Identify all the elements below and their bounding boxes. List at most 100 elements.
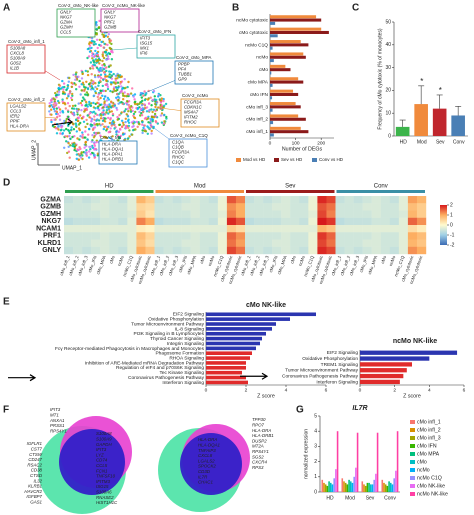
umap-point bbox=[52, 97, 55, 100]
heat-cell bbox=[245, 217, 255, 226]
umap-point bbox=[140, 112, 143, 115]
bar bbox=[328, 481, 330, 492]
umap-point bbox=[90, 37, 94, 40]
colorbar bbox=[440, 205, 447, 245]
heat-cell bbox=[91, 232, 101, 240]
heat-cell bbox=[145, 246, 155, 255]
umap-point bbox=[50, 118, 53, 122]
umap-point bbox=[90, 140, 94, 143]
panel-label: C bbox=[352, 3, 359, 14]
x-tick-label: 0 bbox=[359, 387, 362, 393]
cluster-gene: FCGR3A bbox=[184, 100, 202, 105]
umap-point bbox=[65, 140, 68, 143]
heat-cell bbox=[154, 225, 164, 233]
umap-point bbox=[93, 126, 97, 129]
heat-cell bbox=[145, 196, 155, 204]
heat-cell bbox=[371, 196, 381, 204]
heat-cell bbox=[64, 217, 74, 226]
umap-point bbox=[110, 121, 114, 125]
umap-point bbox=[97, 81, 101, 85]
cluster-box bbox=[180, 98, 220, 128]
umap-point bbox=[74, 73, 78, 76]
x-tick-label: HD bbox=[400, 139, 408, 145]
heat-cell bbox=[362, 246, 372, 255]
venn-circle bbox=[59, 429, 125, 495]
heat-cell bbox=[118, 210, 128, 218]
cluster-gene: C1QB bbox=[172, 145, 184, 150]
heat-cell bbox=[380, 239, 390, 247]
umap-point bbox=[70, 126, 73, 129]
umap-point bbox=[93, 142, 96, 146]
umap-ylabel: UMAP_2 bbox=[31, 140, 37, 160]
bar bbox=[270, 121, 274, 125]
umap-point bbox=[78, 138, 81, 141]
y-tick-label: 0 bbox=[388, 133, 391, 139]
umap-point bbox=[98, 38, 102, 42]
umap-point bbox=[86, 105, 89, 108]
gene-label: RNASE2 bbox=[96, 495, 114, 500]
y-tick-label: cMo infl_3 bbox=[246, 104, 268, 110]
gene-label: ANXA1 bbox=[49, 418, 65, 423]
heat-cell bbox=[281, 225, 291, 233]
umap-point bbox=[65, 97, 69, 100]
umap-point bbox=[108, 110, 112, 114]
umap-point bbox=[74, 78, 77, 82]
y-tick-label: Inhibition of ARE-Mediated mRNA Degradat… bbox=[85, 360, 205, 366]
gene-label: CTSW bbox=[29, 452, 43, 457]
umap-point bbox=[84, 104, 88, 107]
heat-cell bbox=[299, 246, 309, 255]
highlight-arrow bbox=[8, 374, 37, 382]
gene-label: RPS4Y1 bbox=[50, 428, 67, 433]
heat-cell bbox=[245, 232, 255, 240]
umap-point bbox=[90, 73, 93, 76]
heat-cell bbox=[145, 232, 155, 240]
umap-point bbox=[121, 87, 124, 91]
heat-cell bbox=[389, 225, 400, 233]
heat-cell bbox=[64, 203, 74, 211]
umap-point bbox=[101, 63, 104, 67]
group-bar bbox=[336, 190, 425, 193]
umap-point bbox=[102, 35, 105, 38]
heat-cell bbox=[299, 217, 309, 226]
umap-point bbox=[123, 91, 126, 94]
bar bbox=[270, 117, 306, 121]
legend-swatch bbox=[274, 158, 279, 162]
heat-cell bbox=[263, 203, 273, 211]
umap-point bbox=[113, 86, 116, 89]
heat-cell bbox=[344, 196, 354, 204]
heat-cell bbox=[263, 246, 273, 255]
umap-point bbox=[101, 119, 105, 123]
heat-cell bbox=[326, 225, 336, 233]
umap-point bbox=[77, 119, 80, 123]
umap-point bbox=[69, 144, 72, 147]
heat-cell bbox=[217, 203, 228, 211]
umap-point bbox=[84, 86, 87, 89]
row-label: NCAM1 bbox=[36, 225, 61, 232]
heat-cell bbox=[136, 210, 146, 218]
heat-cell bbox=[308, 196, 318, 204]
heat-cell bbox=[299, 196, 309, 204]
umap-point bbox=[53, 101, 57, 105]
gene-label: CD3D bbox=[198, 469, 211, 474]
heat-cell bbox=[136, 217, 146, 226]
umap-point bbox=[160, 121, 164, 124]
cluster-gene: CXCL8 bbox=[10, 51, 24, 56]
colorbar-label: 1 bbox=[450, 212, 453, 218]
panel-label: F bbox=[3, 405, 9, 416]
umap-point bbox=[134, 100, 137, 104]
x-axis-label: Number of DEGs bbox=[282, 146, 323, 152]
bar bbox=[270, 30, 329, 34]
umap-point bbox=[84, 136, 87, 139]
umap-point bbox=[80, 89, 83, 92]
bar bbox=[323, 482, 325, 492]
umap-point bbox=[57, 101, 61, 105]
row-label: GNLY bbox=[42, 247, 61, 254]
umap-point bbox=[114, 79, 118, 82]
heat-cell bbox=[308, 210, 318, 218]
umap-point bbox=[160, 99, 163, 102]
umap-point bbox=[96, 46, 99, 50]
cluster-gene: GNLY bbox=[60, 10, 72, 15]
umap-point bbox=[141, 129, 144, 132]
umap-arrow bbox=[51, 118, 73, 126]
umap-point bbox=[127, 103, 130, 107]
